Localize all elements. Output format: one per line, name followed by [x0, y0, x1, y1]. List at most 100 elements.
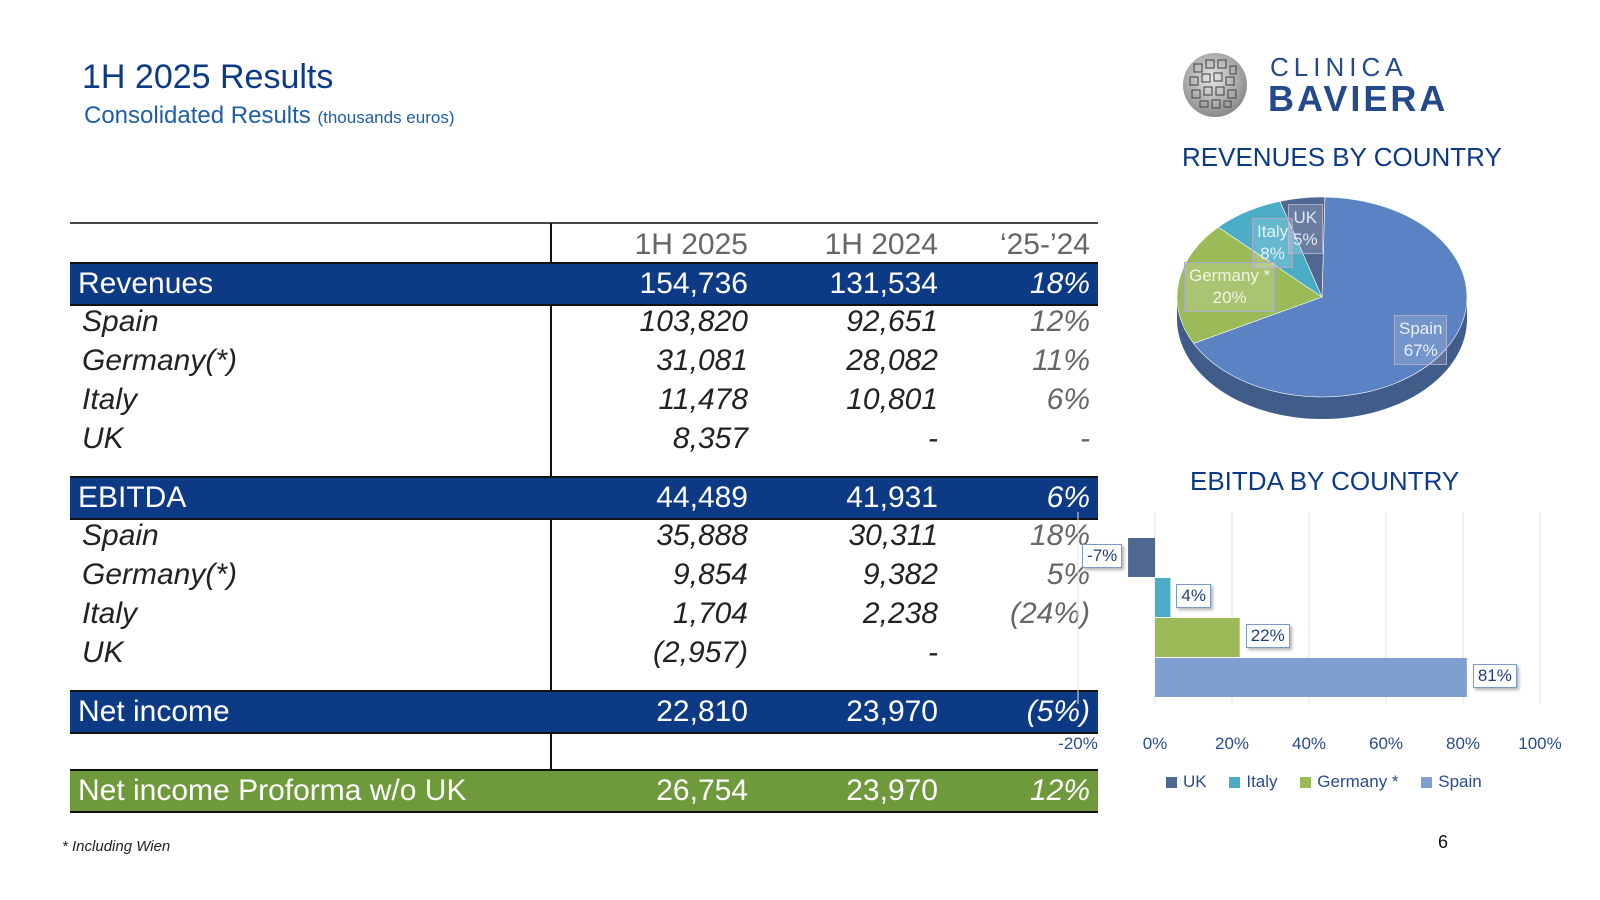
value-1h2025: 9,854	[672, 558, 748, 591]
value-change: (5%)	[1026, 695, 1090, 728]
value-1h2024: 23,970	[846, 695, 938, 728]
value-1h2025: 35,888	[656, 519, 748, 552]
pie-label-value: 5%	[1293, 230, 1318, 249]
legend-label: UK	[1183, 772, 1207, 791]
ebitda-bar-chart	[1077, 512, 1541, 704]
row-label: UK	[82, 636, 124, 669]
x-tick-label: 60%	[1368, 734, 1404, 753]
x-tick-label: 80%	[1445, 734, 1481, 753]
pie-label-value: 8%	[1260, 244, 1285, 263]
row-label: Italy	[82, 383, 138, 416]
bar-value-label: 4%	[1176, 584, 1211, 608]
pie-slice-spain	[1193, 196, 1468, 398]
page-number: 6	[1438, 832, 1449, 852]
table-row: Spain 35,888 30,311 18%	[70, 516, 1098, 556]
row-label: Spain	[82, 305, 159, 338]
value-1h2025: 1,704	[672, 597, 748, 630]
table-row: UK 8,357 - -	[70, 419, 1098, 459]
legend-swatch	[1229, 776, 1241, 788]
bar-value-label: -7%	[1082, 544, 1123, 568]
value-1h2024: -	[928, 422, 938, 455]
value-1h2024: 10,801	[846, 383, 938, 416]
bar-uk	[1128, 538, 1155, 577]
pie-slice-uk	[1279, 196, 1326, 298]
table-row: UK (2,957) -	[70, 633, 1098, 673]
row-label: Spain	[82, 519, 159, 552]
pie-label-name: UK	[1293, 208, 1318, 227]
value-change: 12%	[1029, 305, 1090, 338]
row-label: Revenues	[78, 267, 214, 300]
legend-label: Spain	[1438, 772, 1482, 791]
pie-label-name: Spain	[1399, 319, 1443, 338]
pie-label-uk: UK 5%	[1288, 204, 1323, 254]
table-row: Germany(*) 9,854 9,382 5%	[70, 555, 1098, 595]
col-header-change: ‘25-’24	[999, 228, 1090, 261]
legend-label: Italy	[1246, 772, 1278, 791]
row-label: Italy	[82, 597, 138, 630]
bar-italy	[1155, 578, 1171, 617]
legend-item-germany: Germany *	[1300, 772, 1399, 792]
value-change: 6%	[1046, 383, 1090, 416]
table-row-revenues: Revenues 154,736 131,534 18%	[70, 262, 1098, 306]
page-title: 1H 2025 Results	[82, 58, 334, 96]
legend-item-uk: UK	[1166, 772, 1207, 792]
row-label: Germany(*)	[82, 558, 238, 591]
col-header-1h2024: 1H 2024	[824, 228, 938, 261]
value-1h2024: -	[928, 636, 938, 669]
globe-logo-icon	[1183, 53, 1247, 117]
bar-spain	[1155, 658, 1467, 697]
pie-chart-title: REVENUES BY COUNTRY	[1182, 142, 1502, 172]
pie-label-name: Germany *	[1189, 266, 1271, 285]
bar-value-label: 81%	[1472, 664, 1517, 688]
legend-swatch	[1421, 776, 1433, 788]
value-change: 11%	[1032, 344, 1090, 377]
value-1h2025: (2,957)	[652, 636, 748, 669]
company-logo: CLINICA BAVIERA	[1180, 50, 1500, 120]
value-1h2024: 30,311	[848, 519, 938, 552]
pie-label-germany: Germany * 20%	[1184, 262, 1276, 312]
value-change: 18%	[1029, 519, 1090, 552]
row-label: EBITDA	[78, 481, 187, 514]
pie-label-value: 67%	[1403, 341, 1438, 360]
x-tick-label: 0%	[1142, 734, 1168, 753]
value-1h2024: 23,970	[846, 774, 938, 807]
row-label: Net income	[78, 695, 230, 728]
value-1h2025: 8,357	[672, 422, 748, 455]
value-1h2024: 28,082	[846, 344, 938, 377]
pie-label-spain: Spain 67%	[1394, 315, 1448, 365]
x-tick-label: 20%	[1214, 734, 1250, 753]
value-change: 12%	[1029, 774, 1090, 807]
value-1h2024: 9,382	[862, 558, 938, 591]
footnote: * Including Wien	[62, 838, 171, 855]
value-1h2025: 154,736	[639, 267, 748, 300]
value-1h2024: 41,931	[846, 481, 938, 514]
value-1h2024: 92,651	[846, 305, 938, 338]
bar-value-label: 22%	[1245, 624, 1290, 648]
bar-germany	[1155, 618, 1240, 657]
logo-text-baviera: BAVIERA	[1268, 78, 1449, 119]
table-row-net-income: Net income 22,810 23,970 (5%)	[70, 690, 1098, 734]
pie-label-value: 20%	[1212, 288, 1247, 307]
table-row: Italy 1,704 2,238 (24%)	[70, 594, 1098, 634]
row-label: UK	[82, 422, 124, 455]
x-tick-label: 100%	[1518, 734, 1562, 753]
bar-chart-legend: UK Italy Germany * Spain	[1166, 772, 1500, 793]
table-row: Germany(*) 31,081 28,082 11%	[70, 341, 1098, 381]
value-1h2025: 22,810	[656, 695, 748, 728]
table-top-rule	[70, 222, 1098, 224]
value-change: 18%	[1029, 267, 1090, 300]
table-row: Spain 103,820 92,651 12%	[70, 302, 1098, 342]
table-row: Italy 11,478 10,801 6%	[70, 380, 1098, 420]
legend-item-italy: Italy	[1229, 772, 1278, 792]
logo-text-clinica: CLINICA	[1270, 52, 1408, 82]
pie-label-name: Italy	[1257, 222, 1289, 241]
legend-swatch	[1166, 776, 1177, 788]
table-row-net-income-proforma: Net income Proforma w/o UK 26,754 23,970…	[70, 769, 1098, 813]
value-1h2024: 2,238	[862, 597, 938, 630]
legend-label: Germany *	[1317, 772, 1399, 791]
col-header-1h2025: 1H 2025	[634, 228, 748, 261]
value-change: 6%	[1046, 481, 1090, 514]
revenues-pie-chart	[1176, 196, 1468, 419]
value-1h2025: 11,478	[658, 383, 748, 416]
value-1h2025: 44,489	[656, 481, 748, 514]
